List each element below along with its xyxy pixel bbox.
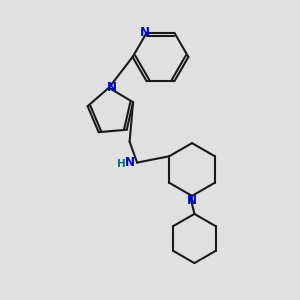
Text: H: H [117,159,126,169]
Text: N: N [106,81,117,94]
Text: N: N [187,194,197,207]
Text: N: N [125,155,135,169]
Text: N: N [140,26,149,39]
